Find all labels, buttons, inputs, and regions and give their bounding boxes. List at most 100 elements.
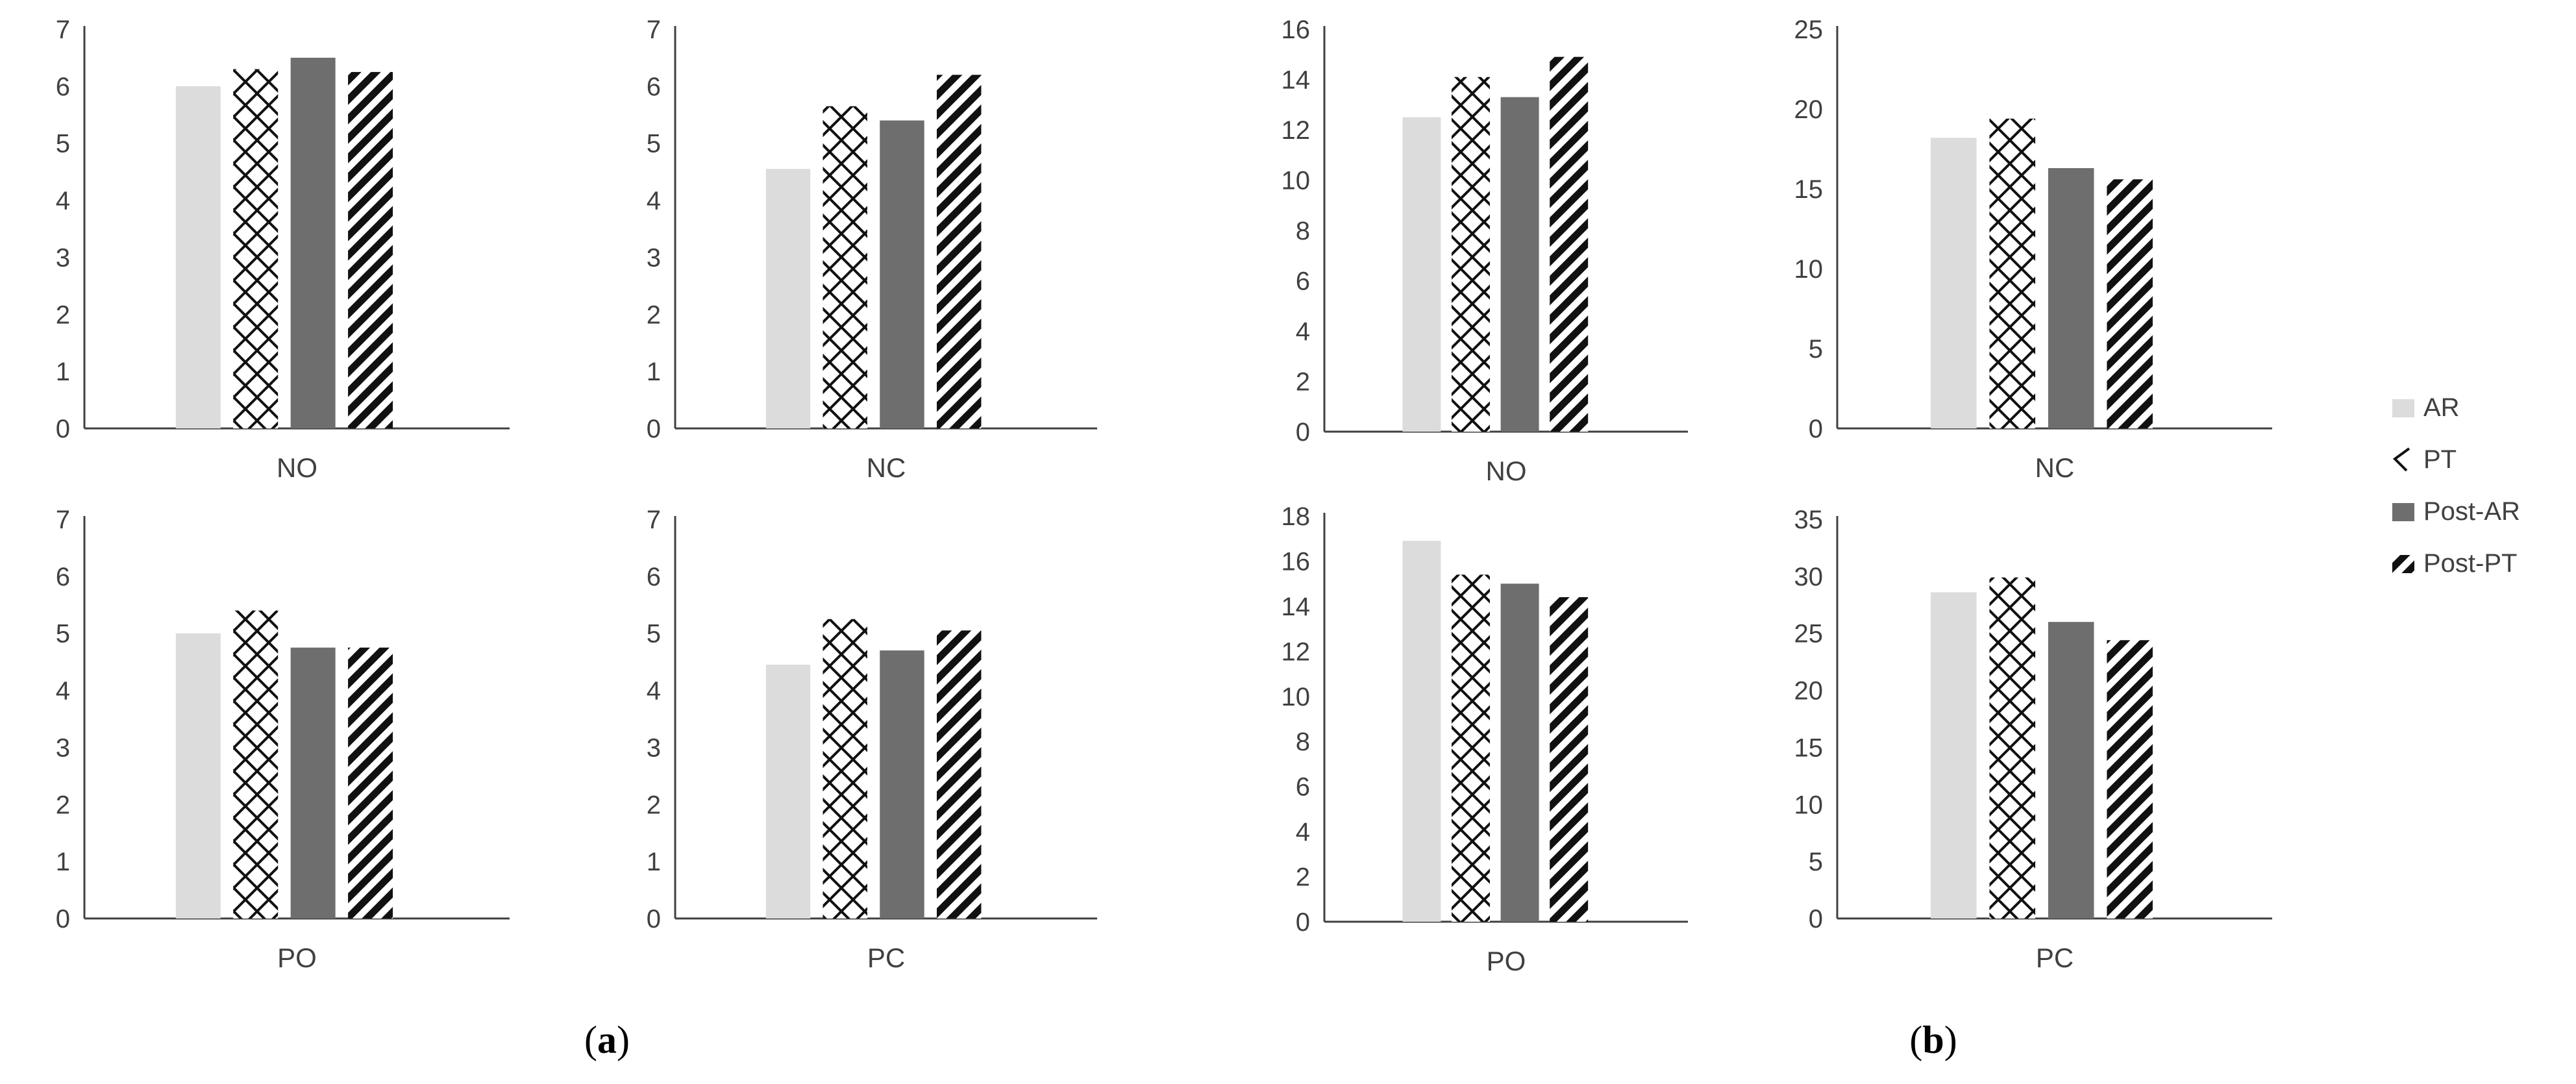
y-tick-label: 10 [1794, 791, 1824, 819]
y-tick-label: 1 [56, 848, 70, 876]
panel-label-a: (a) [584, 1018, 630, 1061]
bar-post-pt [937, 75, 982, 429]
y-tick-label: 16 [1282, 547, 1311, 576]
y-tick-label: 0 [647, 415, 661, 443]
legend-label: Post-AR [2423, 497, 2520, 526]
category-label: NO [277, 452, 317, 483]
y-tick-label: 16 [1282, 16, 1311, 44]
legend-item-post-pt: Post-PT [2392, 549, 2517, 578]
chart-b-po: 0 2 4 6 8 10 12 14 16 18 PO [1282, 502, 1688, 976]
y-tick-label: 1 [56, 358, 70, 386]
chart-a-po: 0 1 2 3 4 5 6 7 PO [56, 506, 510, 973]
y-tick-label: 7 [56, 506, 70, 534]
legend-label: AR [2423, 393, 2460, 422]
y-tick-label: 10 [1282, 167, 1311, 195]
bar-pt [823, 619, 867, 918]
legend-item-ar: AR [2392, 393, 2460, 422]
y-tick-label: 4 [1296, 317, 1310, 346]
y-tick-label: 0 [56, 415, 70, 443]
y-tick-label: 3 [56, 733, 70, 762]
bar-ar [1931, 138, 1977, 428]
y-tick-label: 5 [1809, 335, 1823, 363]
panel-label-b: (b) [1909, 1018, 1957, 1061]
y-tick-label: 12 [1282, 637, 1311, 666]
y-tick-label: 5 [56, 620, 70, 648]
y-tick-label: 3 [56, 243, 70, 272]
bar-pt [1989, 577, 2036, 918]
y-tick-label: 4 [1296, 818, 1310, 846]
bar-post-pt [348, 71, 393, 428]
legend-swatch [2392, 447, 2410, 472]
bar-post-ar [1500, 97, 1539, 432]
bar-post-ar [2048, 622, 2094, 918]
chart-a-nc: 0 1 2 3 4 5 6 7 NC [647, 16, 1097, 483]
y-tick-label: 8 [1296, 728, 1310, 756]
y-tick-label: 2 [56, 791, 70, 819]
chart-b-nc: 0 5 10 15 20 25 NC [1794, 16, 2272, 483]
bar-ar [1402, 117, 1441, 432]
y-tick-label: 2 [1296, 368, 1310, 397]
bar-ar [765, 169, 811, 428]
y-tick-label: 4 [56, 677, 70, 706]
y-tick-label: 14 [1282, 593, 1311, 621]
bar-post-pt [1550, 56, 1589, 432]
y-tick-label: 6 [647, 73, 661, 101]
y-tick-label: 0 [1296, 418, 1310, 447]
bar-pt [1452, 77, 1490, 432]
bar-pt [233, 69, 279, 428]
chart-a-pc: 0 1 2 3 4 5 6 7 PC [647, 506, 1097, 973]
y-tick-label: 3 [647, 243, 661, 272]
y-tick-label: 15 [1794, 175, 1824, 204]
y-tick-label: 4 [647, 677, 661, 706]
y-tick-label: 1 [647, 848, 661, 876]
y-tick-label: 2 [647, 791, 661, 819]
y-tick-label: 14 [1282, 66, 1311, 95]
bar-pt [1452, 574, 1490, 922]
y-tick-label: 25 [1794, 620, 1824, 648]
y-tick-label: 7 [647, 506, 661, 534]
chart-b-pc: 0 5 10 15 20 25 30 35 PC [1794, 506, 2272, 973]
y-tick-label: 25 [1794, 16, 1824, 44]
legend-swatch [2392, 555, 2414, 573]
category-label: NC [2035, 452, 2075, 483]
y-tick-label: 10 [1794, 255, 1824, 284]
y-tick-label: 35 [1794, 506, 1824, 534]
category-label: PC [2036, 942, 2074, 973]
bar-ar [175, 86, 221, 428]
y-tick-label: 20 [1794, 95, 1824, 124]
y-tick-label: 6 [647, 563, 661, 591]
y-tick-label: 2 [56, 301, 70, 329]
bar-pt [823, 106, 867, 428]
legend-label: PT [2423, 445, 2457, 474]
bar-post-ar [2048, 168, 2094, 428]
y-tick-label: 6 [1296, 267, 1310, 296]
y-tick-label: 6 [1296, 773, 1310, 802]
bar-post-pt [348, 647, 393, 918]
panel-label-b-letter: b [1922, 1018, 1944, 1061]
y-tick-label: 7 [647, 16, 661, 44]
bar-ar [1931, 592, 1977, 918]
legend-item-post-ar: Post-AR [2392, 497, 2520, 526]
y-tick-label: 0 [1296, 908, 1310, 937]
y-tick-label: 12 [1282, 116, 1311, 145]
bar-post-ar [880, 650, 924, 918]
y-tick-label: 0 [1809, 415, 1823, 443]
bar-post-ar [880, 120, 924, 429]
charts-layer: 01234567NO01234567NC0246810121416NO05101… [56, 16, 2272, 976]
bar-post-pt [937, 630, 982, 918]
legend: AR PT Post-AR Post-PT [2392, 393, 2520, 578]
y-tick-label: 6 [56, 563, 70, 591]
category-label: PC [867, 942, 905, 973]
y-tick-label: 5 [647, 130, 661, 158]
bar-post-pt [2107, 179, 2153, 428]
bar-post-ar [290, 57, 336, 428]
bar-post-pt [1550, 597, 1589, 922]
y-tick-label: 20 [1794, 677, 1824, 706]
y-tick-label: 0 [1809, 905, 1823, 933]
category-label: PO [1487, 946, 1526, 976]
category-label: NC [867, 452, 906, 483]
y-tick-label: 4 [647, 187, 661, 216]
y-tick-label: 5 [1809, 848, 1823, 876]
legend-swatch [2392, 503, 2414, 521]
